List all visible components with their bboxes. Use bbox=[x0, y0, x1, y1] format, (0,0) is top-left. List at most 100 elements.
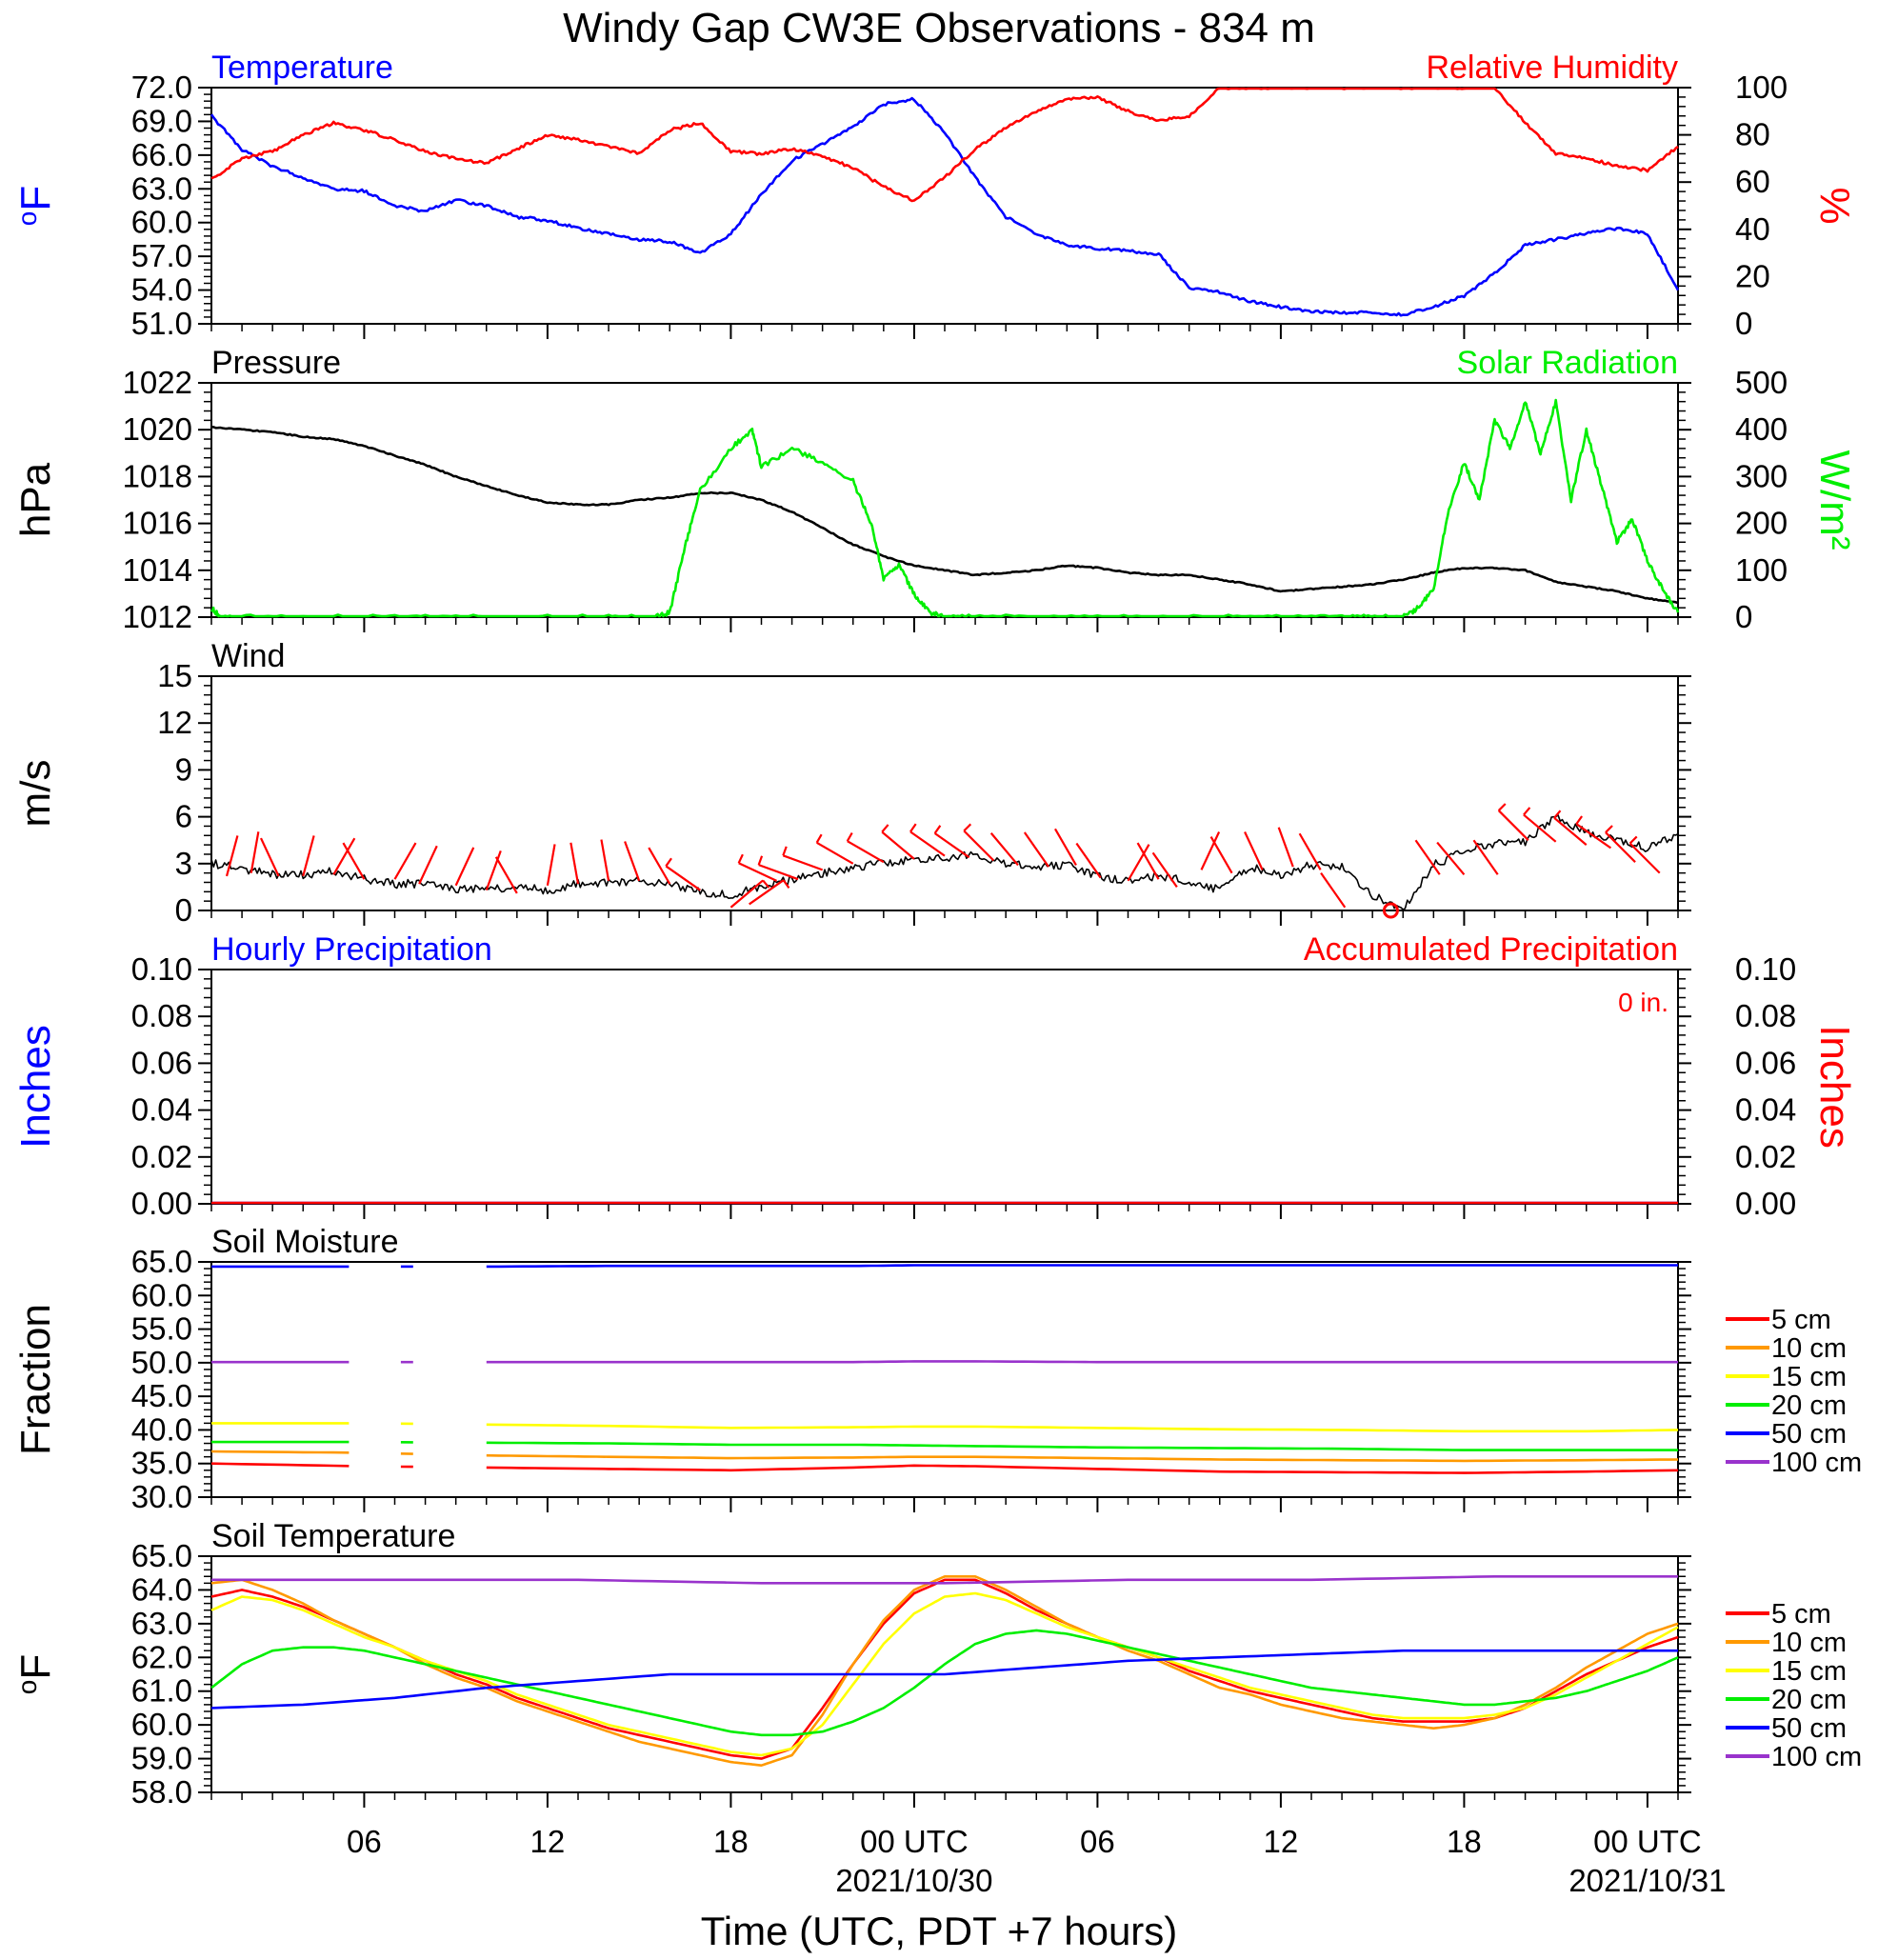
wind-barb bbox=[1497, 810, 1529, 841]
y-axis-label-right: % bbox=[1811, 187, 1858, 224]
wind-barb bbox=[1151, 851, 1178, 889]
wind-barb bbox=[782, 854, 824, 871]
y-tick-label-left: 15 bbox=[157, 658, 192, 693]
legend-label: 50 cm bbox=[1771, 1713, 1847, 1744]
x-tick-label: 06 bbox=[1080, 1824, 1115, 1859]
series-line-10-cm bbox=[210, 1575, 1679, 1767]
y-tick-label-left: 65.0 bbox=[131, 1538, 192, 1573]
y-tick-label-right: 60 bbox=[1735, 164, 1770, 199]
wind-barb bbox=[1523, 813, 1557, 843]
wind-barb-flag bbox=[782, 846, 788, 856]
y-tick-label-left: 9 bbox=[175, 751, 192, 787]
wind-barb bbox=[909, 830, 946, 857]
y-tick-label-left: 3 bbox=[175, 846, 192, 881]
wind-barb bbox=[1209, 835, 1233, 874]
wind-barb bbox=[729, 879, 764, 909]
y-tick-label-right: 0.06 bbox=[1735, 1045, 1796, 1080]
panels: 51.054.057.060.063.066.069.072.002040608… bbox=[12, 50, 1862, 1810]
wind-barb bbox=[1320, 872, 1347, 909]
y-tick-label-right: 40 bbox=[1735, 211, 1770, 247]
y-tick-label-left: 62.0 bbox=[131, 1639, 192, 1674]
x-tick-label: 18 bbox=[713, 1824, 749, 1859]
wind-barb bbox=[1075, 842, 1102, 879]
wind-barb bbox=[342, 842, 366, 880]
series-line-5-cm bbox=[486, 1464, 1679, 1474]
wind-barb bbox=[963, 830, 995, 862]
y-tick-label-right: 0.00 bbox=[1735, 1186, 1796, 1221]
wind-barb bbox=[494, 856, 518, 894]
y-tick-label-right: 100 bbox=[1735, 552, 1788, 588]
series-line-pressure bbox=[210, 425, 1679, 605]
y-tick-label-left: 61.0 bbox=[131, 1673, 192, 1709]
panel-title-left: Wind bbox=[211, 638, 285, 674]
y-tick-label-left: 40.0 bbox=[131, 1411, 192, 1447]
wind-barb bbox=[881, 830, 915, 860]
wind-barb-flag bbox=[1553, 810, 1562, 819]
y-tick-label-right: 0 bbox=[1735, 599, 1752, 634]
wind-barb-flag bbox=[909, 823, 917, 832]
calm-marker bbox=[1382, 902, 1399, 919]
y-tick-label-right: 80 bbox=[1735, 117, 1770, 152]
wind-barb-flag bbox=[815, 833, 823, 844]
x-date-label: 2021/10/30 bbox=[835, 1863, 992, 1898]
panel-precip: 0.00 0.02 0.04 0.06 0.08 0.10 0.00 0.02 0.04 0.06… bbox=[12, 931, 1858, 1221]
legend-label: 100 cm bbox=[1771, 1742, 1862, 1772]
legend-label: 10 cm bbox=[1771, 1628, 1847, 1658]
wind-barb bbox=[1200, 831, 1221, 870]
y-tick-label-left: 45.0 bbox=[131, 1378, 192, 1413]
y-tick-label-left: 1016 bbox=[123, 506, 192, 541]
wind-barb bbox=[485, 850, 502, 891]
y-tick-label-left: 1022 bbox=[123, 365, 192, 400]
wind-barb-flag bbox=[1628, 835, 1638, 845]
wind-barb-flag bbox=[963, 823, 972, 832]
wind-barb-flag bbox=[881, 824, 889, 833]
y-tick-label-left: 0.00 bbox=[131, 1186, 192, 1221]
wind-barb bbox=[933, 832, 970, 859]
y-tick-label-right: 200 bbox=[1735, 506, 1788, 541]
y-tick-label-right: 0.02 bbox=[1735, 1139, 1796, 1174]
y-tick-label-right: 500 bbox=[1735, 365, 1788, 400]
wind-barb-flag bbox=[1523, 807, 1531, 816]
panel-soil_moisture: 30.035.040.045.050.055.060.065.0 Soil Moi… bbox=[12, 1224, 1862, 1514]
series-line-temperature bbox=[210, 96, 1680, 317]
y-tick-label-right: 0.08 bbox=[1735, 998, 1796, 1033]
x-tick-label: 06 bbox=[347, 1824, 382, 1859]
x-date-label: 2021/10/31 bbox=[1568, 1863, 1726, 1898]
wind-barb bbox=[989, 832, 1019, 867]
y-tick-label-left: 60.0 bbox=[131, 1277, 192, 1312]
y-tick-label-left: 0.02 bbox=[131, 1139, 192, 1174]
wind-barb-flag bbox=[782, 879, 790, 890]
series-line-5-cm bbox=[210, 1462, 350, 1468]
y-tick-label-left: 72.0 bbox=[131, 70, 192, 105]
wind-barb bbox=[648, 847, 671, 885]
y-tick-label-left: 1014 bbox=[123, 552, 192, 588]
wind-barb bbox=[847, 840, 885, 864]
y-tick-label-left: 30.0 bbox=[131, 1479, 192, 1514]
wind-barb bbox=[1605, 831, 1636, 863]
y-tick-label-left: 54.0 bbox=[131, 272, 192, 308]
series-line-solar-radiation bbox=[210, 398, 1680, 618]
panel-wind: 0 3 6 9 12 15 Wind m/s bbox=[12, 638, 1691, 928]
y-tick-label-left: 60.0 bbox=[131, 205, 192, 240]
y-tick-label-left: 63.0 bbox=[131, 1606, 192, 1641]
series-line-5-cm bbox=[210, 1578, 1679, 1760]
wind-barb bbox=[624, 841, 641, 882]
y-tick-label-left: 57.0 bbox=[131, 238, 192, 273]
y-tick-label-left: 60.0 bbox=[131, 1707, 192, 1742]
y-tick-label-left: 51.0 bbox=[131, 306, 192, 341]
series-line-20-cm bbox=[210, 1629, 1679, 1737]
y-tick-label-right: 20 bbox=[1735, 258, 1770, 293]
y-tick-label-left: 50.0 bbox=[131, 1345, 192, 1380]
series-line-50-cm bbox=[486, 1264, 1678, 1269]
panel-title-left: Soil Temperature bbox=[211, 1518, 455, 1554]
wind-barb bbox=[1472, 839, 1499, 875]
wind-barb-flag bbox=[1575, 815, 1584, 825]
x-tick-label: 12 bbox=[530, 1824, 566, 1859]
x-axis-label: Time (UTC, PDT +7 hours) bbox=[701, 1909, 1178, 1953]
y-tick-label-left: 55.0 bbox=[131, 1311, 192, 1347]
wind-barb bbox=[758, 864, 799, 881]
legend-label: 5 cm bbox=[1771, 1305, 1831, 1335]
series-line-20-cm bbox=[486, 1441, 1678, 1451]
x-tick-label: 00 UTC bbox=[860, 1824, 969, 1859]
